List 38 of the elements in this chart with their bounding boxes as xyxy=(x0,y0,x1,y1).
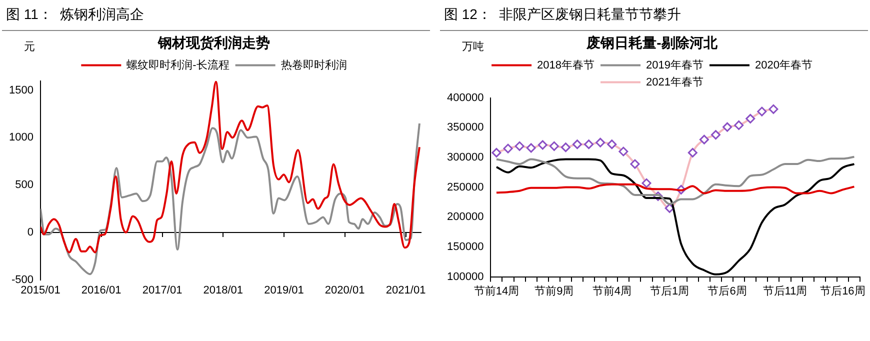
chart-title: 图 12： 非限产区废钢日耗量节节攀升 xyxy=(440,4,868,31)
legend-label: 2020年春节 xyxy=(754,58,812,72)
x-tick-label: 2018/01 xyxy=(203,284,244,296)
x-tick-label: 节后11周 xyxy=(762,284,808,298)
legend-label: 螺纹即时利润-长流程 xyxy=(126,58,230,72)
y-tick-label: 0 xyxy=(27,226,34,238)
x-tick-label: 2021/01 xyxy=(386,284,426,296)
chart-subtitle: 废钢日耗量-剔除河北 xyxy=(586,34,718,50)
y-tick-label: 500 xyxy=(15,179,34,192)
x-tick-label: 节前9周 xyxy=(534,284,574,298)
x-tick-label: 2016/01 xyxy=(81,284,122,296)
y-tick-label: 1500 xyxy=(8,84,34,96)
x-tick-label: 节后6周 xyxy=(708,284,747,298)
y-tick-label: 350000 xyxy=(446,122,484,134)
legend-label: 2021年春节 xyxy=(646,75,704,88)
y-tick-label: 150000 xyxy=(446,241,484,253)
x-tick-label: 节前14周 xyxy=(474,284,520,298)
legend-label: 2018年春节 xyxy=(537,58,595,72)
y-axis-title: 元 xyxy=(24,40,35,54)
chart-subtitle: 钢材现货利润走势 xyxy=(157,34,270,50)
x-tick-label: 节后16周 xyxy=(820,284,866,298)
y-tick-label: 300000 xyxy=(446,152,484,164)
y-axis-title: 万吨 xyxy=(462,40,484,54)
chart-title: 图 11： 炼钢利润高企 xyxy=(2,4,430,31)
x-tick-label: 2015/01 xyxy=(20,284,60,296)
x-tick-label: 节前4周 xyxy=(592,284,632,298)
y-tick-label: 400000 xyxy=(446,92,484,104)
y-tick-label: 100000 xyxy=(446,270,484,283)
y-tick-label: 1000 xyxy=(8,132,34,144)
legend-label: 热卷即时利润 xyxy=(280,58,347,72)
x-tick-label: 2019/01 xyxy=(264,284,304,296)
x-tick-label: 2017/01 xyxy=(142,284,182,296)
y-tick-label: 200000 xyxy=(446,211,484,224)
legend-label: 2019年春节 xyxy=(646,58,704,72)
x-tick-label: 2020/01 xyxy=(324,284,365,296)
y-tick-label: 250000 xyxy=(446,181,484,194)
y-tick-label: -500 xyxy=(11,274,34,286)
x-tick-label: 节后1周 xyxy=(650,284,690,298)
